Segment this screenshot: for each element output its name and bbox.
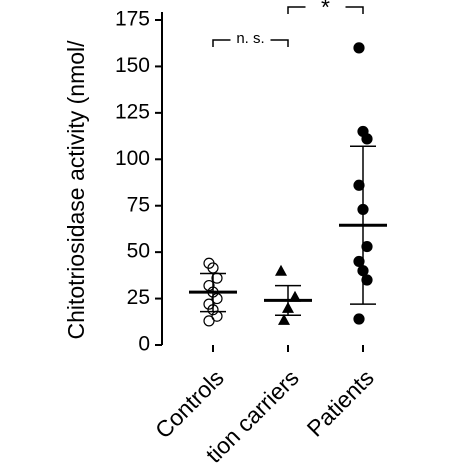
y-tick-label: 75 (127, 193, 150, 216)
data-point (361, 240, 373, 253)
significance-label: n. s. (236, 30, 264, 47)
data-point (353, 313, 365, 325)
y-tick-label: 100 (115, 147, 150, 170)
y-tick-label: 150 (115, 54, 150, 77)
significance-bracket (212, 39, 289, 47)
significance-label: * (321, 0, 330, 20)
y-tick-label: 125 (115, 100, 150, 123)
y-tick-label: 50 (127, 240, 150, 263)
data-point (278, 313, 290, 325)
data-point (275, 264, 287, 276)
data-point (353, 42, 365, 54)
data-point (361, 133, 373, 145)
y-tick-label: 175 (115, 8, 150, 31)
data-point (353, 179, 365, 191)
data-point (203, 315, 215, 327)
y-tick-label: 25 (127, 286, 150, 309)
data-point (203, 298, 215, 310)
x-tick-label: Patients (302, 364, 379, 441)
y-axis-label: Chitotriosidase activity (nmol/ (63, 40, 89, 340)
significance-bracket (287, 6, 364, 14)
data-point (361, 274, 373, 286)
y-tick-label: 0 (138, 333, 150, 356)
data-point (353, 255, 365, 268)
